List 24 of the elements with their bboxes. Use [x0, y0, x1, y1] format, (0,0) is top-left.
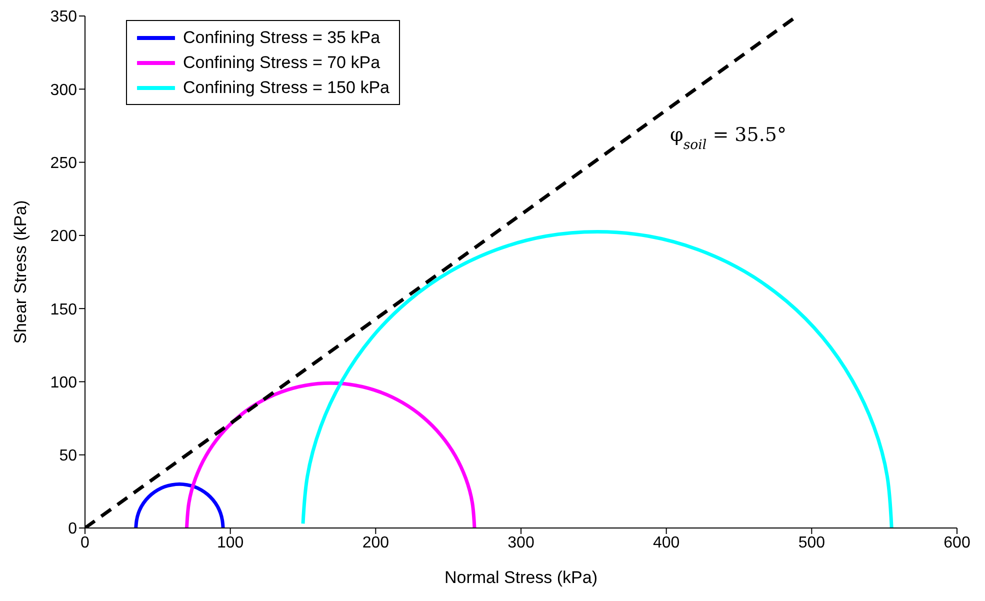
line-series	[301, 230, 894, 528]
line-series	[184, 381, 476, 528]
y-tick-label: 200	[50, 228, 78, 246]
legend-label: Confining Stress = 150 kPa	[183, 77, 390, 99]
y-axis-title: Shear Stress (kPa)	[11, 200, 30, 344]
y-tick-label: 300	[50, 82, 78, 99]
line-series	[134, 482, 225, 528]
y-tick-label: 50	[59, 448, 78, 465]
x-tick-label: 300	[508, 534, 534, 552]
x-tick-label: 400	[652, 534, 680, 552]
y-tick-label: 0	[68, 520, 78, 538]
legend-label: Confining Stress = 70 kPa	[183, 52, 380, 74]
y-tick-label: 350	[50, 8, 78, 26]
x-tick-label: 0	[80, 534, 90, 552]
annotation: φ$_{soil}$ = 35.5°	[670, 124, 786, 152]
y-tick-label: 250	[50, 154, 78, 172]
x-tick-label: 500	[798, 534, 826, 552]
x-tick-label: 200	[362, 534, 390, 552]
y-tick-label: 150	[50, 301, 78, 318]
legend-label: Confining Stress = 35 kPa	[183, 27, 380, 49]
y-tick-label: 100	[50, 374, 78, 392]
x-tick-label: 100	[216, 534, 244, 552]
x-axis-title: Normal Stress (kPa)	[444, 568, 598, 587]
x-tick-label: 600	[944, 534, 970, 552]
